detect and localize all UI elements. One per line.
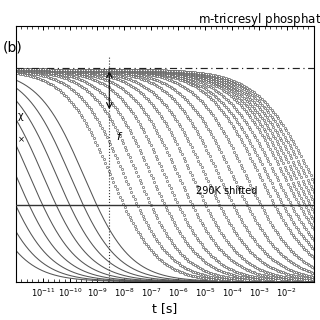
Text: (b): (b) [3,40,22,54]
Text: ×: × [17,136,24,145]
Text: m-tricresyl phosphate ($\mathit{T}_m$ = 293: m-tricresyl phosphate ($\mathit{T}_m$ = … [198,11,320,28]
Text: f: f [116,132,120,142]
X-axis label: t [s]: t [s] [152,302,177,315]
Text: χ: χ [17,111,23,121]
Text: 290K shifted: 290K shifted [196,186,258,196]
